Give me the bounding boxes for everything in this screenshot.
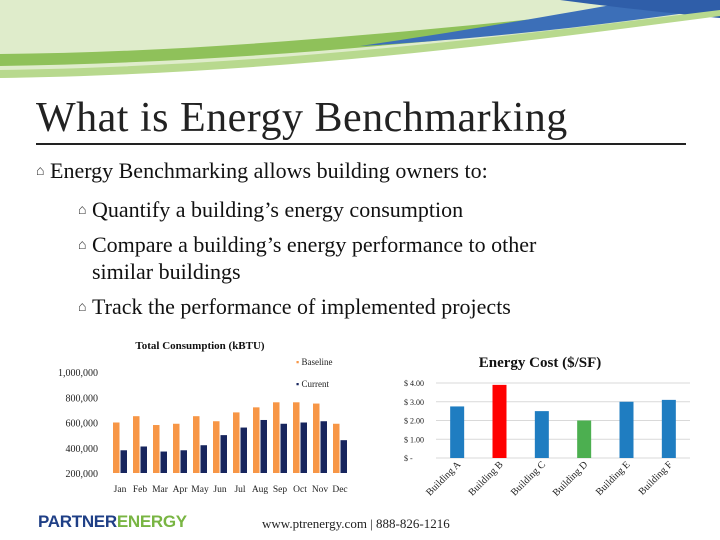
legend-label-baseline: Baseline xyxy=(301,357,332,367)
cost-bar-building-a xyxy=(450,406,465,458)
current-bar-jul xyxy=(240,427,247,473)
title-underline xyxy=(36,143,686,145)
sub-bullet-text: Compare a building’s energy performance … xyxy=(92,232,537,257)
cost-bar-building-e xyxy=(619,401,634,458)
footer-contact: www.ptrenergy.com | 888-826-1216 xyxy=(262,516,450,531)
baseline-bar-sep xyxy=(273,402,280,473)
sub-bullet-text: Quantify a building’s energy consumption xyxy=(92,197,464,222)
baseline-bar-jul xyxy=(233,412,240,473)
baseline-bar-may xyxy=(193,416,200,473)
intro-bullet: ⌂ Energy Benchmarking allows building own… xyxy=(36,158,488,184)
current-bar-mar xyxy=(160,451,167,473)
header-banner xyxy=(0,0,720,78)
current-bar-dec xyxy=(340,440,347,473)
y-tick-label: $ 2.00 xyxy=(404,417,424,426)
intro-text: Energy Benchmarking allows building owne… xyxy=(50,158,488,183)
logo-part-partner: PARTNER xyxy=(38,512,117,531)
chart-title: Energy Cost ($/SF) xyxy=(479,355,602,371)
x-tick-label: Building C xyxy=(509,459,548,498)
current-bar-jun xyxy=(220,435,227,473)
y-tick-label: $ 3.00 xyxy=(404,398,424,407)
x-tick-label: Dec xyxy=(332,485,347,495)
x-tick-label: Oct xyxy=(293,485,307,495)
x-tick-label: Building B xyxy=(467,459,506,498)
x-tick-label: Jan xyxy=(114,485,127,495)
cost-bar-building-d xyxy=(577,420,592,458)
y-tick-label: $ 4.00 xyxy=(404,379,424,388)
x-tick-label: May xyxy=(191,485,209,495)
y-tick-label: 200,000 xyxy=(66,469,99,480)
logo-part-energy: ENERGY xyxy=(116,512,187,531)
legend-item-baseline: ▪ Baseline xyxy=(296,357,332,367)
legend-marker-baseline: ▪ xyxy=(296,357,301,367)
sub-bullet-text: similar buildings xyxy=(92,259,241,284)
sub-bullet-1: ⌂ Quantify a building’s energy consumptio… xyxy=(78,197,463,223)
x-tick-label: Aug xyxy=(252,485,269,495)
current-bar-nov xyxy=(320,421,327,473)
cost-bar-building-f xyxy=(661,399,676,458)
chart-title: Total Consumption (kBTU) xyxy=(135,340,265,352)
y-tick-label: 1,000,000 xyxy=(58,368,98,379)
baseline-bar-dec xyxy=(333,423,340,473)
legend-item-current: ▪ Current xyxy=(296,379,329,389)
baseline-bar-apr xyxy=(173,423,180,473)
x-tick-label: Nov xyxy=(312,485,329,495)
legend-label-current: Current xyxy=(301,379,329,389)
x-tick-label: Jun xyxy=(213,485,226,495)
current-bar-jan xyxy=(120,450,127,473)
baseline-bar-jan xyxy=(113,422,120,473)
current-bar-feb xyxy=(140,446,147,473)
y-tick-label: $ - xyxy=(404,454,413,463)
baseline-bar-feb xyxy=(133,416,140,473)
y-tick-label: 800,000 xyxy=(66,393,99,404)
x-tick-label: Sep xyxy=(273,485,288,495)
x-tick-label: Building A xyxy=(424,459,464,499)
y-tick-label: 600,000 xyxy=(66,419,99,430)
sub-bullet-text: Track the performance of implemented pro… xyxy=(92,294,511,319)
cost-bar-building-c xyxy=(534,411,549,458)
sub-bullet-3: ⌂ Track the performance of implemented pr… xyxy=(78,294,511,320)
bullet-icon: ⌂ xyxy=(78,300,87,315)
bullet-icon: ⌂ xyxy=(78,203,87,218)
energy-cost-chart: Energy Cost ($/SF) $ 4.00 $ 3.00 $ 2.00 $ 1… xyxy=(404,355,690,499)
baseline-bar-aug xyxy=(253,407,260,473)
x-tick-label: Building E xyxy=(594,459,633,498)
x-tick-label: Feb xyxy=(133,485,148,495)
x-tick-label: Mar xyxy=(152,485,169,495)
current-bar-oct xyxy=(300,422,307,473)
x-tick-label: Building D xyxy=(551,459,590,498)
consumption-chart: Total Consumption (kBTU) 1,000,000 800,00… xyxy=(58,340,348,495)
current-bar-may xyxy=(200,445,207,473)
current-bar-sep xyxy=(280,423,287,473)
chart-legend: ▪ Baseline ▪ Current xyxy=(296,357,332,389)
partner-energy-logo: PARTNERENERGY xyxy=(38,512,187,532)
sub-bullet-2-continued: similar buildings xyxy=(92,259,241,285)
current-bar-aug xyxy=(260,419,267,473)
baseline-bar-mar xyxy=(153,425,160,473)
cost-bar-building-b xyxy=(492,384,507,458)
bullet-icon: ⌂ xyxy=(78,238,87,253)
y-tick-label: 400,000 xyxy=(66,444,99,455)
baseline-bar-jun xyxy=(213,421,220,473)
x-tick-label: Building F xyxy=(637,459,676,498)
bullet-icon: ⌂ xyxy=(36,164,45,179)
current-bar-apr xyxy=(180,450,187,473)
legend-marker-current: ▪ xyxy=(296,379,301,389)
baseline-bar-nov xyxy=(313,403,320,473)
y-tick-label: $ 1.00 xyxy=(404,435,424,444)
sub-bullet-2: ⌂ Compare a building’s energy performance… xyxy=(78,232,536,258)
x-tick-label: Apr xyxy=(173,485,189,495)
baseline-bar-oct xyxy=(293,402,300,473)
slide-title: What is Energy Benchmarking xyxy=(36,95,568,141)
x-tick-label: Jul xyxy=(234,485,245,495)
